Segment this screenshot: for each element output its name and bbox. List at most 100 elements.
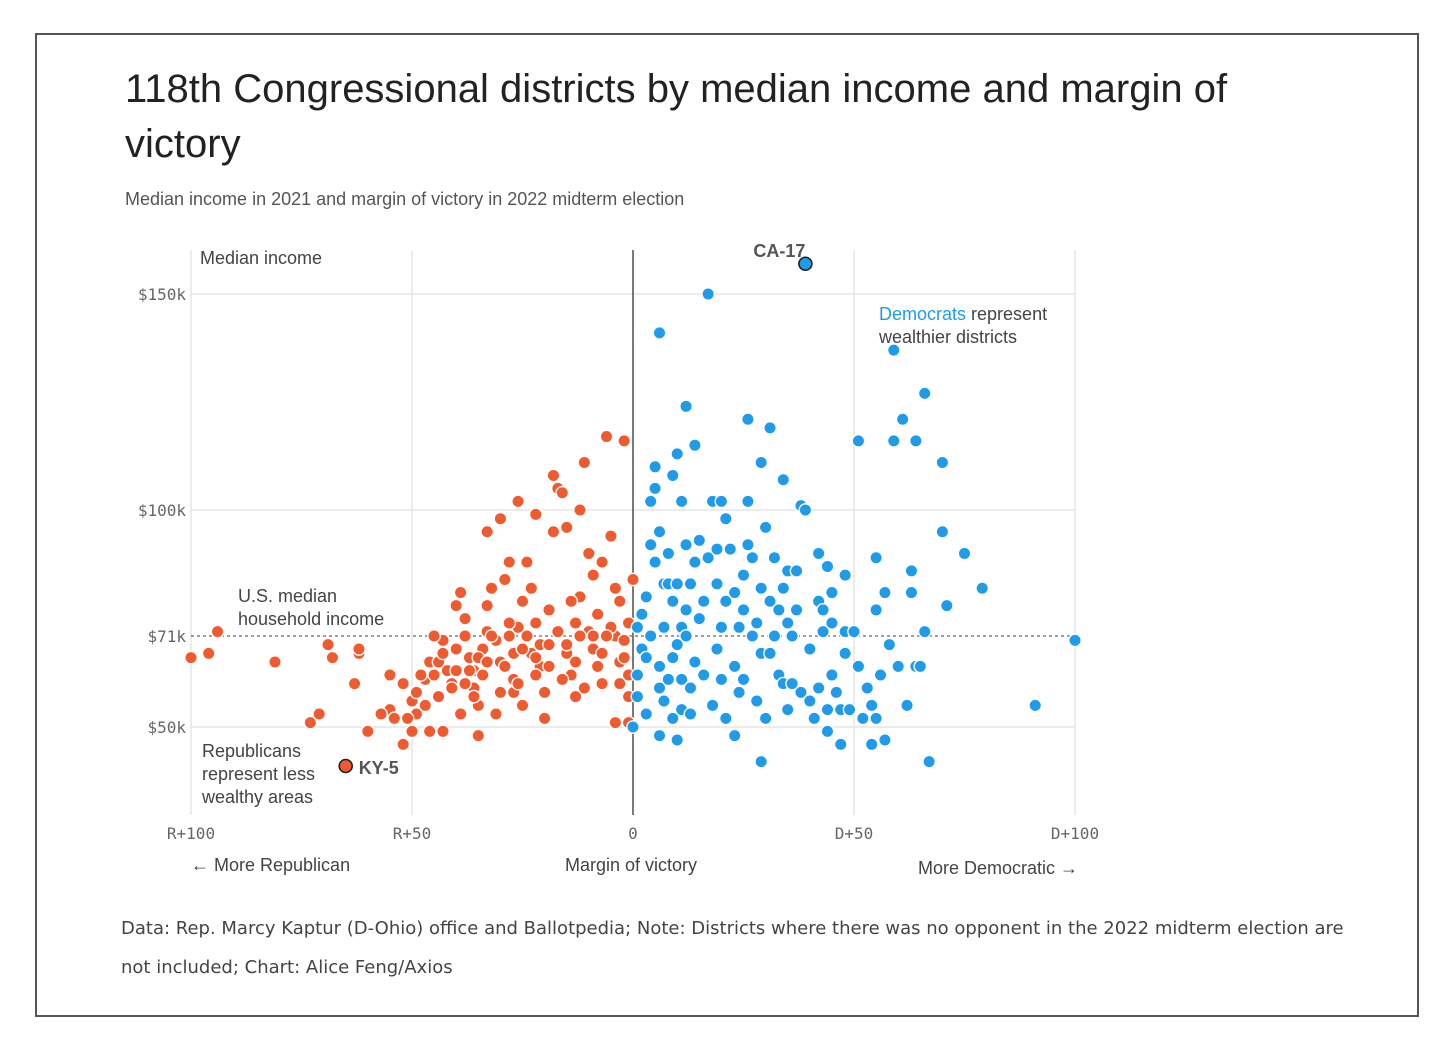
- democrat-district-point: [732, 620, 746, 635]
- democrat-district-point: [820, 559, 835, 574]
- republican-district-point: [489, 707, 503, 721]
- republican-district-point: [347, 676, 362, 691]
- democrat-district-point: [802, 694, 817, 708]
- republican-district-point: [617, 433, 632, 448]
- republican-district-point: [573, 503, 587, 517]
- republican-district-point: [542, 659, 556, 674]
- republican-district-point: [325, 650, 340, 665]
- republican-district-point: [462, 663, 477, 678]
- republican-district-point: [573, 629, 587, 643]
- republican-district-point: [184, 650, 198, 665]
- democrat-district-point: [842, 702, 857, 717]
- democrat-district-point: [710, 642, 724, 656]
- democrat-district-point: [687, 438, 702, 453]
- democrat-district-point: [661, 546, 676, 561]
- republican-district-point: [559, 637, 574, 652]
- republican-district-point: [537, 711, 552, 726]
- republican-district-point: [475, 668, 490, 682]
- republican-district-point: [550, 624, 565, 639]
- democrat-district-point: [838, 568, 853, 583]
- democrat-district-point: [1028, 698, 1043, 713]
- republican-district-point: [577, 681, 592, 695]
- republican-district-point: [405, 724, 419, 739]
- x-tick-label: R+100: [167, 824, 215, 843]
- democrat-district-point: [917, 624, 932, 639]
- republican-district-point: [511, 676, 525, 691]
- democrat-district-point: [776, 472, 791, 487]
- republican-district-point: [528, 616, 543, 630]
- democrat-district-point: [665, 650, 680, 665]
- republican-district-point: [497, 572, 512, 587]
- republican-district-point: [453, 585, 468, 600]
- democrat-district-point: [696, 594, 711, 609]
- democrat-district-point: [657, 620, 671, 635]
- democrat-district-point: [825, 585, 839, 600]
- democrat-district-point: [816, 603, 830, 617]
- democrat-district-point: [652, 728, 667, 743]
- democrat-district-point: [838, 646, 853, 661]
- democrat-district-point: [864, 737, 879, 752]
- chart-subtitle: Median income in 2021 and margin of vict…: [125, 189, 685, 209]
- democrat-district-point: [665, 468, 680, 483]
- democrat-district-point: [847, 624, 861, 639]
- x-tick-label: R+50: [393, 824, 432, 843]
- democrat-district-point: [869, 603, 883, 617]
- democrat-district-point: [754, 581, 769, 596]
- democrat-district-point: [648, 481, 662, 496]
- democrat-district-point: [891, 659, 906, 674]
- republican-district-point: [493, 511, 508, 526]
- democrat-district-point: [692, 533, 707, 548]
- democrat-district-point: [670, 733, 685, 747]
- democrat-district-point: [878, 585, 892, 600]
- democrat-district-point: [851, 433, 866, 448]
- republican-district-point: [321, 637, 335, 652]
- democrat-district-point: [754, 754, 769, 769]
- democrat-district-point: [736, 603, 751, 617]
- democrat-district-point: [670, 576, 685, 591]
- democrat-district-point: [643, 494, 658, 509]
- democrat-district-point: [825, 668, 839, 682]
- democrat-district-point: [626, 720, 640, 734]
- democrat-district-point: [741, 494, 755, 509]
- democrat-district-point: [820, 702, 835, 717]
- democrat-district-point: [816, 624, 830, 639]
- republican-district-point: [458, 676, 472, 691]
- democrat-district-point: [754, 455, 769, 470]
- democrat-district-point: [758, 711, 773, 726]
- more-democratic-label: More Democratic →: [918, 858, 1078, 878]
- democrat-district-point: [833, 737, 848, 752]
- republicans-annotation: Republicans: [202, 741, 301, 761]
- democrat-district-point: [630, 668, 645, 682]
- democrat-district-point: [851, 659, 866, 674]
- republican-district-point: [555, 672, 570, 687]
- democrat-district-point: [714, 620, 729, 635]
- republican-district-point: [210, 624, 225, 639]
- republican-district-point: [360, 724, 375, 739]
- democrat-district-point: [679, 603, 693, 617]
- democrat-district-point: [670, 637, 685, 652]
- republican-district-point: [413, 668, 428, 682]
- democrat-district-point: [732, 685, 746, 700]
- democrat-district-point: [913, 659, 928, 674]
- democrat-district-point: [935, 524, 950, 539]
- chart-title: 118th Congressional districts by median …: [125, 67, 1228, 166]
- democrats-annotation: wealthier districts: [878, 327, 1017, 347]
- democrat-district-point: [714, 494, 729, 509]
- democrat-district-point: [975, 581, 990, 596]
- democrat-district-point: [771, 603, 786, 617]
- republican-district-point: [466, 689, 481, 704]
- republican-district-point: [502, 555, 517, 570]
- republican-district-point: [595, 646, 609, 661]
- republican-district-point: [382, 668, 397, 682]
- democrat-district-point: [665, 594, 680, 609]
- democrat-district-point: [745, 629, 760, 643]
- republican-district-point: [480, 524, 495, 539]
- republican-district-point: [581, 546, 596, 561]
- republican-district-point: [268, 655, 282, 669]
- republican-district-point: [577, 455, 592, 470]
- democrat-district-point: [802, 642, 817, 656]
- republican-district-point: [528, 507, 543, 522]
- republican-district-point: [608, 581, 623, 596]
- democrat-district-point: [829, 685, 844, 700]
- republican-district-point: [453, 707, 468, 721]
